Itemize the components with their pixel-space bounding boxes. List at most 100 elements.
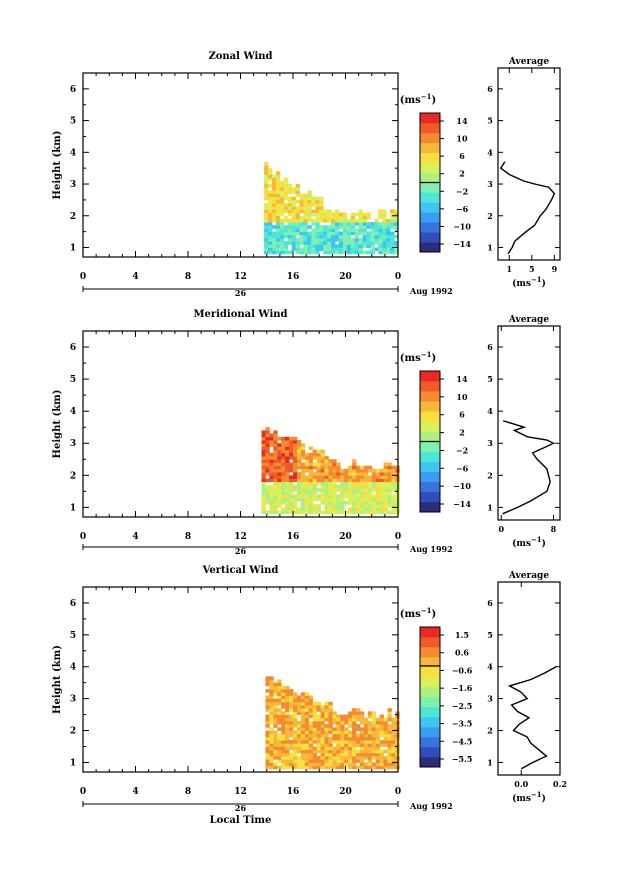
heatmap-cell	[311, 212, 316, 217]
heatmap-cell	[350, 241, 356, 245]
heatmap-cell	[371, 494, 377, 499]
heatmap-cell	[300, 462, 306, 467]
heatmap-cell	[268, 225, 273, 229]
heatmap-cell	[371, 756, 377, 760]
heatmap-cell	[265, 733, 270, 738]
heatmap-cell	[265, 756, 270, 760]
heatmap-cell	[379, 488, 384, 492]
x-tick-label: 20	[339, 787, 352, 797]
average-unit: (ms−1)	[512, 790, 546, 804]
heatmap-cell	[300, 452, 306, 457]
heatmap-cell	[269, 433, 274, 438]
heatmap-cell	[348, 481, 353, 486]
heatmap-cell	[383, 730, 388, 735]
heatmap-cell	[283, 234, 289, 239]
heatmap-cell	[296, 695, 302, 700]
heatmap-cell	[312, 756, 318, 760]
heatmap-cell	[304, 736, 310, 741]
heatmap-cell	[291, 212, 297, 217]
heatmap-cell	[281, 468, 286, 473]
heatmap-cell	[382, 218, 387, 223]
heatmap-cell	[378, 231, 383, 236]
heatmap-cell	[289, 756, 294, 760]
heatmap-cell	[352, 720, 357, 725]
heatmap-cell	[328, 743, 333, 747]
heatmap-cell	[363, 733, 369, 738]
heatmap-cell	[328, 762, 333, 767]
heatmap-cell	[272, 206, 277, 210]
heatmap-cell	[269, 695, 274, 700]
heatmap-cell	[319, 231, 324, 236]
heatmap-cell	[344, 743, 349, 747]
colorbar-swatch	[420, 451, 440, 462]
heatmap-cell	[275, 193, 281, 198]
average-y-tick-label: 5	[487, 374, 493, 384]
heatmap-cell	[344, 717, 349, 722]
heatmap-cell	[312, 484, 318, 489]
heatmap-cell	[277, 481, 282, 486]
heatmap-cell	[265, 705, 270, 709]
heatmap-cell	[315, 196, 320, 201]
heatmap-cell	[359, 488, 365, 492]
heatmap-cell	[295, 187, 300, 191]
heatmap-cell	[327, 247, 332, 252]
heatmap-cell	[367, 765, 373, 770]
colorbar-tick-label: 2	[459, 428, 465, 438]
heatmap-cell	[386, 241, 391, 245]
heatmap-cell	[394, 212, 399, 217]
heatmap-cell	[327, 209, 332, 213]
heatmap-cell	[281, 443, 286, 447]
heatmap-cell	[324, 765, 329, 770]
heatmap-cell	[359, 743, 365, 747]
heatmap-cell	[265, 472, 270, 476]
heatmap-cell	[342, 225, 348, 229]
average-x-tick-label: 1	[506, 264, 512, 274]
heatmap-cell	[336, 507, 341, 511]
heatmap-cell	[375, 497, 381, 502]
heatmap-cell	[344, 736, 349, 741]
colorbar-tick-label: 14	[456, 374, 468, 384]
heatmap-cell	[300, 746, 306, 751]
heatmap-cell	[307, 225, 312, 229]
heatmap-cell	[344, 500, 349, 505]
heatmap-cell	[367, 746, 373, 751]
colorbar-swatch	[420, 192, 440, 203]
heatmap-cell	[281, 484, 286, 489]
heatmap-cell	[281, 711, 286, 715]
heatmap-cell	[289, 746, 294, 751]
chart-title: Meridional Wind	[193, 309, 287, 320]
colorbar-swatch	[420, 481, 440, 493]
heatmap-cell	[324, 743, 329, 747]
heatmap-cell	[269, 491, 274, 495]
heatmap-cell	[328, 746, 333, 751]
heatmap-cell	[296, 727, 302, 731]
heatmap-cell	[332, 720, 337, 725]
average-y-tick-label: 2	[487, 211, 493, 221]
heatmap-cell	[374, 222, 379, 226]
heatmap-cell	[277, 497, 282, 502]
heatmap-cell	[359, 494, 365, 499]
heatmap-cell	[352, 478, 357, 483]
heatmap-cell	[273, 504, 278, 508]
heatmap-cell	[285, 717, 290, 722]
heatmap-cell	[285, 452, 290, 457]
heatmap-cell	[296, 440, 302, 444]
heatmap-cell	[300, 510, 306, 515]
heatmap-cell	[354, 228, 360, 233]
heatmap-cell	[338, 225, 344, 229]
heatmap-cell	[352, 762, 357, 767]
heatmap-cell	[332, 756, 337, 760]
heatmap-cell	[363, 756, 369, 760]
heatmap-cell	[332, 494, 337, 499]
heatmap-cell	[268, 231, 273, 236]
heatmap-cell	[269, 478, 274, 483]
heatmap-cell	[269, 465, 274, 470]
heatmap-cell	[366, 222, 371, 226]
heatmap-cell	[350, 231, 356, 236]
colorbar-tick-label: −14	[453, 239, 471, 249]
heatmap-cell	[312, 449, 318, 454]
heatmap-cell	[296, 765, 302, 770]
heatmap-cell	[391, 736, 396, 741]
y-tick-label: 1	[70, 758, 76, 768]
